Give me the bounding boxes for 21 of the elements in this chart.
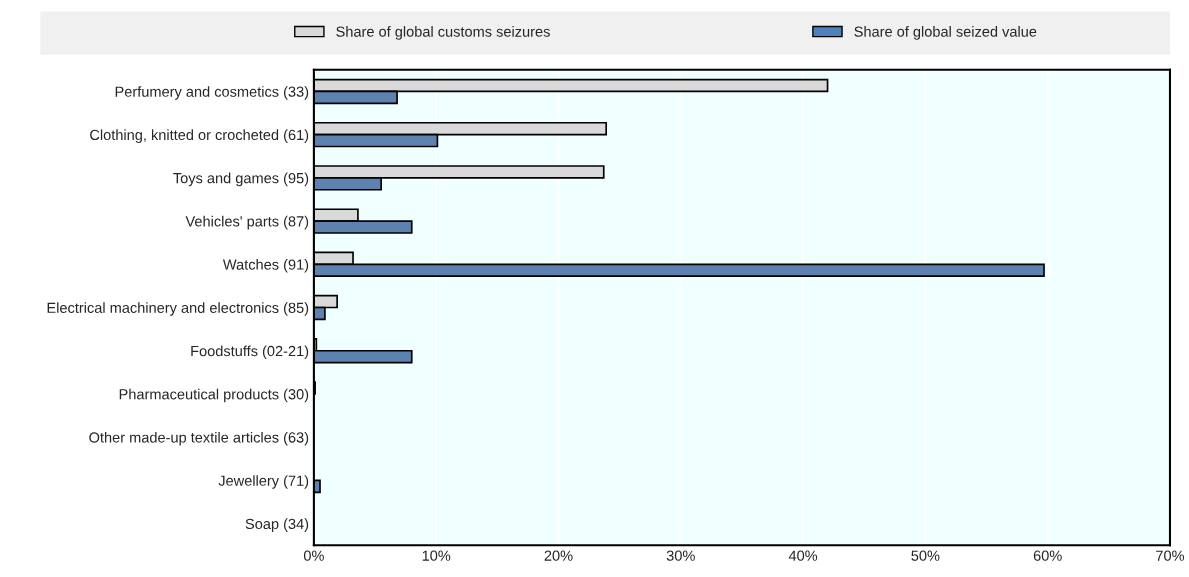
y-tick-label: Pharmaceutical products (30) bbox=[119, 388, 309, 403]
x-tick-label: 40% bbox=[788, 550, 818, 561]
legend-label: Share of global customs seizures bbox=[336, 26, 550, 40]
y-tick-label: Clothing, knitted or crocheted (61) bbox=[90, 129, 309, 143]
x-tick-label: 50% bbox=[911, 550, 940, 561]
x-tick-label: 60% bbox=[1033, 550, 1062, 561]
y-tick-label: Jewellery (71) bbox=[218, 475, 309, 489]
x-tick-label: 70% bbox=[1156, 550, 1185, 561]
y-tick-label: Vehicles' parts (87) bbox=[185, 215, 309, 230]
y-tick-label: Electrical machinery and electronics (85) bbox=[47, 302, 309, 316]
x-tick-label: 0% bbox=[303, 550, 324, 561]
legend-label: Share of global seized value bbox=[854, 26, 1037, 40]
x-tick-label: 10% bbox=[422, 550, 451, 561]
y-tick-label: Watches (91) bbox=[222, 259, 309, 273]
x-tick-label: 30% bbox=[666, 550, 695, 561]
y-tick-label: Perfumery and cosmetics (33) bbox=[115, 86, 309, 100]
y-tick-label: Toys and games (95) bbox=[173, 172, 309, 187]
y-tick-label: Other made-up textile articles (63) bbox=[89, 431, 309, 446]
y-tick-label: Foodstuffs (02-21) bbox=[191, 345, 309, 360]
y-tick-label: Soap (34) bbox=[245, 518, 309, 532]
x-tick-label: 20% bbox=[544, 550, 573, 561]
